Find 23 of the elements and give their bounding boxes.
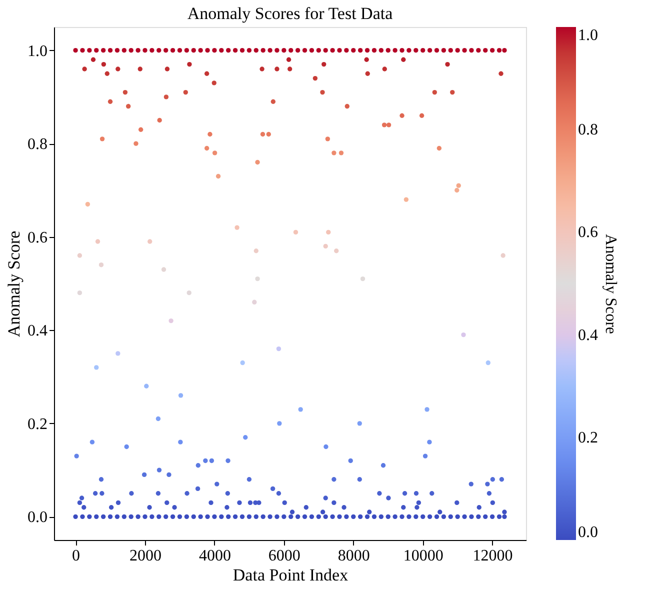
x-tick-label: 4000 bbox=[198, 548, 231, 564]
y-tick-label: 0.6 bbox=[28, 229, 48, 246]
color-bar-label: 0.6 bbox=[578, 224, 598, 242]
y-axis-title: Anomaly Score bbox=[4, 230, 24, 338]
color-bar-label: 0.8 bbox=[578, 122, 598, 139]
y-tick-label: 0.8 bbox=[28, 136, 48, 154]
chart-title: Anomaly Scores for Test Data bbox=[187, 4, 394, 23]
y-tick-label: 1.0 bbox=[28, 42, 48, 60]
color-bar-label: 0.2 bbox=[578, 429, 598, 446]
color-bar-label: 0.4 bbox=[578, 326, 598, 344]
y-tick-label: 0.2 bbox=[28, 416, 48, 433]
x-tick-label: 12000 bbox=[472, 548, 513, 564]
x-axis-title: Data Point Index bbox=[232, 566, 349, 584]
color-bar-title: Anomaly Score bbox=[602, 234, 619, 334]
x-tick-label: 2000 bbox=[129, 548, 162, 564]
y-tick-label: 0.4 bbox=[28, 322, 48, 340]
color-bar-label: 1.0 bbox=[578, 27, 598, 44]
y-tick-label: 0.0 bbox=[28, 509, 48, 526]
x-tick-label: 6000 bbox=[268, 548, 300, 564]
x-tick-label: 8000 bbox=[338, 548, 370, 564]
x-tick-label: 0 bbox=[72, 548, 80, 564]
x-tick-label: 10000 bbox=[403, 548, 444, 564]
color-bar-label: 0.0 bbox=[578, 524, 598, 541]
